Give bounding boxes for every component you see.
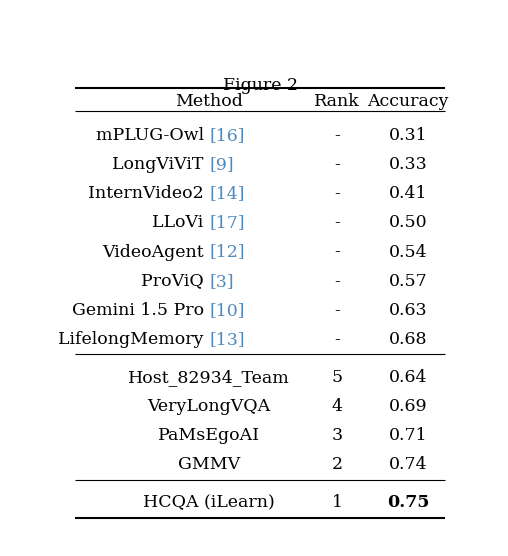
Text: [13]: [13] <box>209 331 245 348</box>
Text: Rank: Rank <box>314 93 360 110</box>
Text: 0.69: 0.69 <box>389 398 427 415</box>
Text: LifelongMemory: LifelongMemory <box>58 331 209 348</box>
Text: Gemini 1.5 Pro: Gemini 1.5 Pro <box>72 302 209 319</box>
Text: Figure 2: Figure 2 <box>223 77 298 95</box>
Text: -: - <box>334 302 340 319</box>
Text: 0.33: 0.33 <box>389 156 427 173</box>
Text: LLoVi: LLoVi <box>152 215 209 231</box>
Text: [12]: [12] <box>209 244 245 261</box>
Text: LongViViT: LongViViT <box>112 156 209 173</box>
Text: -: - <box>334 156 340 173</box>
Text: 0.54: 0.54 <box>389 244 427 261</box>
Text: 3: 3 <box>332 427 343 444</box>
Text: 0.71: 0.71 <box>389 427 427 444</box>
Text: HCQA (iLearn): HCQA (iLearn) <box>143 494 275 511</box>
Text: 4: 4 <box>332 398 342 415</box>
Text: VideoAgent: VideoAgent <box>102 244 209 261</box>
Text: InternVideo2: InternVideo2 <box>88 185 209 202</box>
Text: 0.63: 0.63 <box>389 302 427 319</box>
Text: -: - <box>334 244 340 261</box>
Text: [17]: [17] <box>209 215 245 231</box>
Text: -: - <box>334 331 340 348</box>
Text: 0.50: 0.50 <box>389 215 427 231</box>
Text: Host_82934_Team: Host_82934_Team <box>129 369 290 386</box>
Text: VeryLongVQA: VeryLongVQA <box>148 398 271 415</box>
Text: 0.57: 0.57 <box>389 272 427 290</box>
Text: -: - <box>334 185 340 202</box>
Text: 0.64: 0.64 <box>389 369 427 386</box>
Text: 5: 5 <box>332 369 343 386</box>
Text: -: - <box>334 272 340 290</box>
Text: Method: Method <box>175 93 243 110</box>
Text: 0.41: 0.41 <box>389 185 427 202</box>
Text: GMMV: GMMV <box>178 456 240 473</box>
Text: 2: 2 <box>332 456 343 473</box>
Text: 0.31: 0.31 <box>389 127 427 144</box>
Text: [9]: [9] <box>209 156 234 173</box>
Text: -: - <box>334 215 340 231</box>
Text: 0.74: 0.74 <box>389 456 427 473</box>
Text: ProViQ: ProViQ <box>141 272 209 290</box>
Text: 1: 1 <box>332 494 342 511</box>
Text: 0.68: 0.68 <box>389 331 427 348</box>
Text: [10]: [10] <box>209 302 245 319</box>
Text: PaMsEgoAI: PaMsEgoAI <box>158 427 260 444</box>
Text: mPLUG-Owl: mPLUG-Owl <box>96 127 209 144</box>
Text: [3]: [3] <box>209 272 234 290</box>
Text: -: - <box>334 127 340 144</box>
Text: [16]: [16] <box>209 127 245 144</box>
Text: [14]: [14] <box>209 185 245 202</box>
Text: 0.75: 0.75 <box>387 494 429 511</box>
Text: Accuracy: Accuracy <box>367 93 449 110</box>
